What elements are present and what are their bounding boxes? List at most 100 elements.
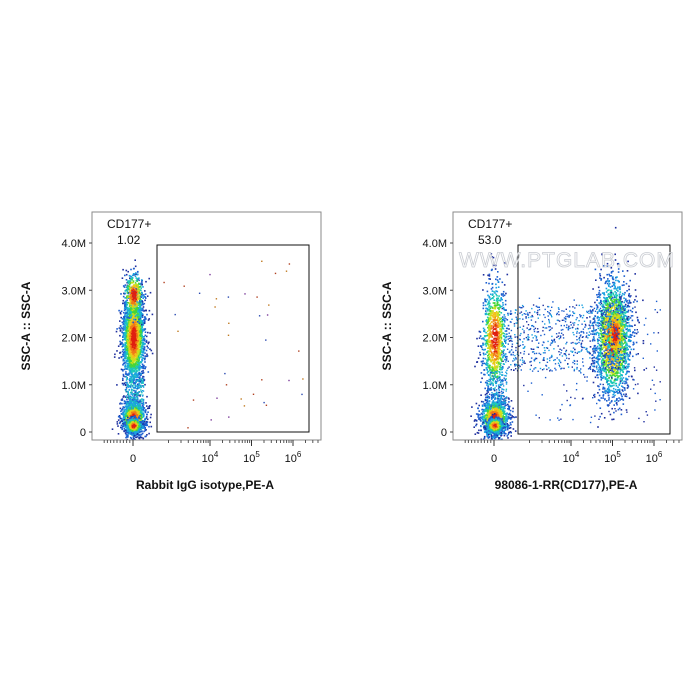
event-dot bbox=[145, 416, 148, 418]
event-dot bbox=[494, 268, 497, 270]
event-dot bbox=[127, 417, 129, 420]
event-dot bbox=[135, 295, 138, 298]
event-dot bbox=[131, 385, 134, 388]
event-dot bbox=[133, 308, 135, 311]
event-dot bbox=[125, 408, 128, 411]
event-dot bbox=[123, 416, 125, 419]
event-dot bbox=[130, 389, 133, 391]
event-dot bbox=[133, 314, 136, 317]
event-dot bbox=[127, 422, 130, 424]
event-dot bbox=[137, 341, 139, 344]
event-dot bbox=[127, 425, 129, 428]
event-dot bbox=[123, 328, 126, 331]
event-dot bbox=[132, 329, 135, 331]
event-dot bbox=[144, 343, 146, 345]
event-dot bbox=[142, 394, 144, 396]
event-dot bbox=[135, 412, 137, 414]
event-dot bbox=[136, 329, 138, 332]
event-dot bbox=[136, 335, 139, 337]
event-dot bbox=[125, 426, 127, 429]
event-dot bbox=[500, 317, 503, 320]
event-dot bbox=[130, 333, 132, 335]
event-dot bbox=[133, 324, 136, 327]
event-dot bbox=[139, 399, 141, 401]
event-dot bbox=[143, 423, 145, 425]
event-dot bbox=[146, 405, 148, 407]
event-dot bbox=[132, 292, 134, 295]
event-dot bbox=[134, 317, 137, 319]
event-dot bbox=[136, 414, 139, 416]
event-dot bbox=[268, 304, 270, 306]
event-dot bbox=[140, 330, 142, 332]
event-dot bbox=[288, 379, 290, 382]
event-dot bbox=[122, 423, 124, 425]
event-dot bbox=[129, 301, 132, 304]
event-dot bbox=[125, 330, 128, 332]
event-dot bbox=[124, 400, 126, 403]
event-dot bbox=[498, 357, 500, 360]
event-dot bbox=[144, 361, 146, 363]
event-dot bbox=[142, 323, 144, 326]
event-dot bbox=[493, 339, 495, 341]
event-dot bbox=[141, 404, 144, 407]
event-dot bbox=[134, 438, 136, 440]
event-dot bbox=[121, 398, 124, 400]
event-dot bbox=[128, 354, 131, 357]
event-dot bbox=[137, 310, 139, 312]
event-dot bbox=[129, 396, 131, 398]
event-dot bbox=[134, 325, 137, 328]
event-dot bbox=[130, 307, 132, 309]
event-dot bbox=[135, 314, 138, 316]
event-dot bbox=[139, 381, 142, 383]
event-dot bbox=[496, 300, 498, 302]
event-dot bbox=[132, 346, 134, 349]
event-dot bbox=[138, 408, 141, 410]
event-dot bbox=[126, 373, 128, 376]
event-dot bbox=[142, 371, 145, 374]
event-dot bbox=[129, 365, 131, 367]
event-dot bbox=[145, 417, 148, 419]
event-dot bbox=[137, 423, 139, 426]
event-dot bbox=[124, 308, 127, 311]
event-dot bbox=[129, 295, 132, 298]
event-dot bbox=[127, 385, 129, 387]
event-dot bbox=[131, 274, 134, 277]
event-dot bbox=[126, 426, 129, 429]
event-dot bbox=[503, 349, 505, 351]
event-dot bbox=[140, 389, 142, 391]
event-dot bbox=[124, 321, 127, 324]
event-dot bbox=[138, 277, 140, 279]
event-dot bbox=[133, 394, 136, 396]
event-dot bbox=[142, 400, 145, 402]
event-dot bbox=[135, 374, 138, 377]
event-dot bbox=[133, 376, 136, 378]
event-dot bbox=[120, 424, 123, 427]
event-dot bbox=[139, 293, 142, 295]
event-dot bbox=[122, 329, 124, 331]
event-dot bbox=[142, 423, 144, 425]
event-dot bbox=[143, 302, 146, 305]
event-dot bbox=[123, 443, 125, 445]
event-dot bbox=[132, 380, 134, 382]
event-dot bbox=[129, 433, 132, 435]
event-dot bbox=[497, 364, 500, 366]
event-dot bbox=[146, 395, 148, 398]
y-tick-label: 0 bbox=[80, 427, 86, 439]
event-dot bbox=[496, 353, 499, 355]
event-dot bbox=[134, 300, 136, 303]
event-dot bbox=[124, 336, 126, 338]
event-dot bbox=[134, 427, 137, 430]
event-dot bbox=[132, 299, 135, 302]
event-dot bbox=[147, 342, 150, 345]
event-dot bbox=[134, 273, 136, 276]
event-dot bbox=[496, 348, 498, 350]
event-dot bbox=[134, 318, 137, 321]
event-dot bbox=[143, 348, 146, 351]
event-dot bbox=[124, 357, 126, 359]
event-dot bbox=[497, 307, 499, 309]
event-dot bbox=[124, 367, 127, 370]
event-dot bbox=[265, 339, 267, 341]
event-dot bbox=[124, 389, 127, 391]
event-dot bbox=[131, 389, 134, 391]
event-dot bbox=[134, 403, 136, 405]
